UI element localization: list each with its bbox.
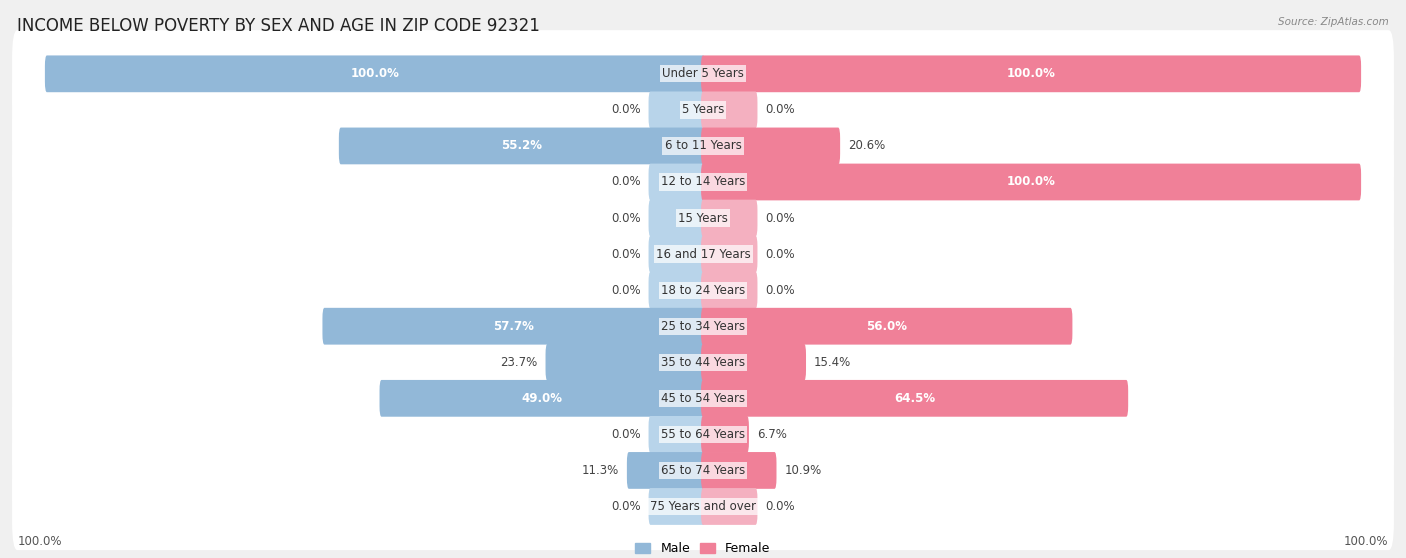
FancyBboxPatch shape — [20, 313, 1386, 340]
FancyBboxPatch shape — [20, 240, 1386, 267]
FancyBboxPatch shape — [20, 457, 1386, 484]
FancyBboxPatch shape — [322, 308, 704, 345]
FancyBboxPatch shape — [702, 128, 841, 164]
Text: 0.0%: 0.0% — [612, 103, 641, 117]
FancyBboxPatch shape — [702, 452, 776, 489]
FancyBboxPatch shape — [20, 349, 1386, 376]
FancyBboxPatch shape — [13, 463, 1393, 550]
Text: 0.0%: 0.0% — [612, 500, 641, 513]
Text: 35 to 44 Years: 35 to 44 Years — [661, 356, 745, 369]
FancyBboxPatch shape — [702, 488, 758, 525]
Text: 15 Years: 15 Years — [678, 211, 728, 224]
Text: 0.0%: 0.0% — [612, 176, 641, 189]
Legend: Male, Female: Male, Female — [630, 537, 776, 558]
Text: 23.7%: 23.7% — [501, 356, 537, 369]
Text: 10.9%: 10.9% — [785, 464, 821, 477]
Text: 25 to 34 Years: 25 to 34 Years — [661, 320, 745, 333]
Text: 55.2%: 55.2% — [502, 140, 543, 152]
Text: 0.0%: 0.0% — [765, 283, 794, 297]
Text: 0.0%: 0.0% — [765, 211, 794, 224]
FancyBboxPatch shape — [13, 355, 1393, 442]
FancyBboxPatch shape — [627, 452, 704, 489]
FancyBboxPatch shape — [20, 385, 1386, 412]
FancyBboxPatch shape — [702, 416, 749, 453]
Text: 0.0%: 0.0% — [612, 248, 641, 261]
Text: 0.0%: 0.0% — [612, 283, 641, 297]
Text: 100.0%: 100.0% — [1007, 68, 1056, 80]
Text: 64.5%: 64.5% — [894, 392, 935, 405]
FancyBboxPatch shape — [702, 308, 1073, 345]
Text: 65 to 74 Years: 65 to 74 Years — [661, 464, 745, 477]
Text: 55 to 64 Years: 55 to 64 Years — [661, 428, 745, 441]
FancyBboxPatch shape — [648, 235, 704, 272]
FancyBboxPatch shape — [13, 427, 1393, 514]
Text: 18 to 24 Years: 18 to 24 Years — [661, 283, 745, 297]
FancyBboxPatch shape — [702, 163, 1361, 200]
Text: INCOME BELOW POVERTY BY SEX AND AGE IN ZIP CODE 92321: INCOME BELOW POVERTY BY SEX AND AGE IN Z… — [17, 17, 540, 35]
Text: 45 to 54 Years: 45 to 54 Years — [661, 392, 745, 405]
FancyBboxPatch shape — [648, 272, 704, 309]
FancyBboxPatch shape — [702, 92, 758, 128]
FancyBboxPatch shape — [702, 235, 758, 272]
Text: 100.0%: 100.0% — [17, 535, 62, 549]
Text: 6 to 11 Years: 6 to 11 Years — [665, 140, 741, 152]
FancyBboxPatch shape — [20, 60, 1386, 87]
FancyBboxPatch shape — [13, 210, 1393, 298]
FancyBboxPatch shape — [13, 391, 1393, 478]
FancyBboxPatch shape — [648, 416, 704, 453]
Text: 100.0%: 100.0% — [1007, 176, 1056, 189]
Text: 0.0%: 0.0% — [612, 428, 641, 441]
FancyBboxPatch shape — [20, 205, 1386, 232]
FancyBboxPatch shape — [45, 55, 704, 92]
Text: 100.0%: 100.0% — [350, 68, 399, 80]
Text: 0.0%: 0.0% — [765, 248, 794, 261]
FancyBboxPatch shape — [20, 421, 1386, 448]
FancyBboxPatch shape — [702, 200, 758, 237]
Text: 11.3%: 11.3% — [582, 464, 619, 477]
Text: 100.0%: 100.0% — [1344, 535, 1389, 549]
FancyBboxPatch shape — [20, 493, 1386, 520]
FancyBboxPatch shape — [648, 488, 704, 525]
Text: 16 and 17 Years: 16 and 17 Years — [655, 248, 751, 261]
Text: 75 Years and over: 75 Years and over — [650, 500, 756, 513]
Text: 5 Years: 5 Years — [682, 103, 724, 117]
Text: 49.0%: 49.0% — [522, 392, 562, 405]
FancyBboxPatch shape — [702, 344, 806, 381]
Text: 57.7%: 57.7% — [494, 320, 534, 333]
FancyBboxPatch shape — [13, 175, 1393, 262]
FancyBboxPatch shape — [13, 102, 1393, 190]
FancyBboxPatch shape — [13, 138, 1393, 225]
FancyBboxPatch shape — [648, 200, 704, 237]
Text: 6.7%: 6.7% — [756, 428, 787, 441]
Text: 0.0%: 0.0% — [612, 211, 641, 224]
Text: 0.0%: 0.0% — [765, 500, 794, 513]
FancyBboxPatch shape — [339, 128, 704, 164]
FancyBboxPatch shape — [13, 30, 1393, 117]
FancyBboxPatch shape — [648, 163, 704, 200]
FancyBboxPatch shape — [13, 282, 1393, 370]
FancyBboxPatch shape — [702, 380, 1128, 417]
Text: 15.4%: 15.4% — [814, 356, 851, 369]
FancyBboxPatch shape — [702, 272, 758, 309]
FancyBboxPatch shape — [648, 92, 704, 128]
Text: 12 to 14 Years: 12 to 14 Years — [661, 176, 745, 189]
FancyBboxPatch shape — [546, 344, 704, 381]
FancyBboxPatch shape — [380, 380, 704, 417]
Text: 0.0%: 0.0% — [765, 103, 794, 117]
FancyBboxPatch shape — [13, 319, 1393, 406]
FancyBboxPatch shape — [20, 169, 1386, 195]
FancyBboxPatch shape — [20, 97, 1386, 123]
Text: Under 5 Years: Under 5 Years — [662, 68, 744, 80]
Text: 56.0%: 56.0% — [866, 320, 907, 333]
Text: 20.6%: 20.6% — [848, 140, 886, 152]
Text: Source: ZipAtlas.com: Source: ZipAtlas.com — [1278, 17, 1389, 27]
FancyBboxPatch shape — [13, 66, 1393, 153]
FancyBboxPatch shape — [20, 133, 1386, 159]
FancyBboxPatch shape — [702, 55, 1361, 92]
FancyBboxPatch shape — [13, 247, 1393, 334]
FancyBboxPatch shape — [20, 277, 1386, 304]
